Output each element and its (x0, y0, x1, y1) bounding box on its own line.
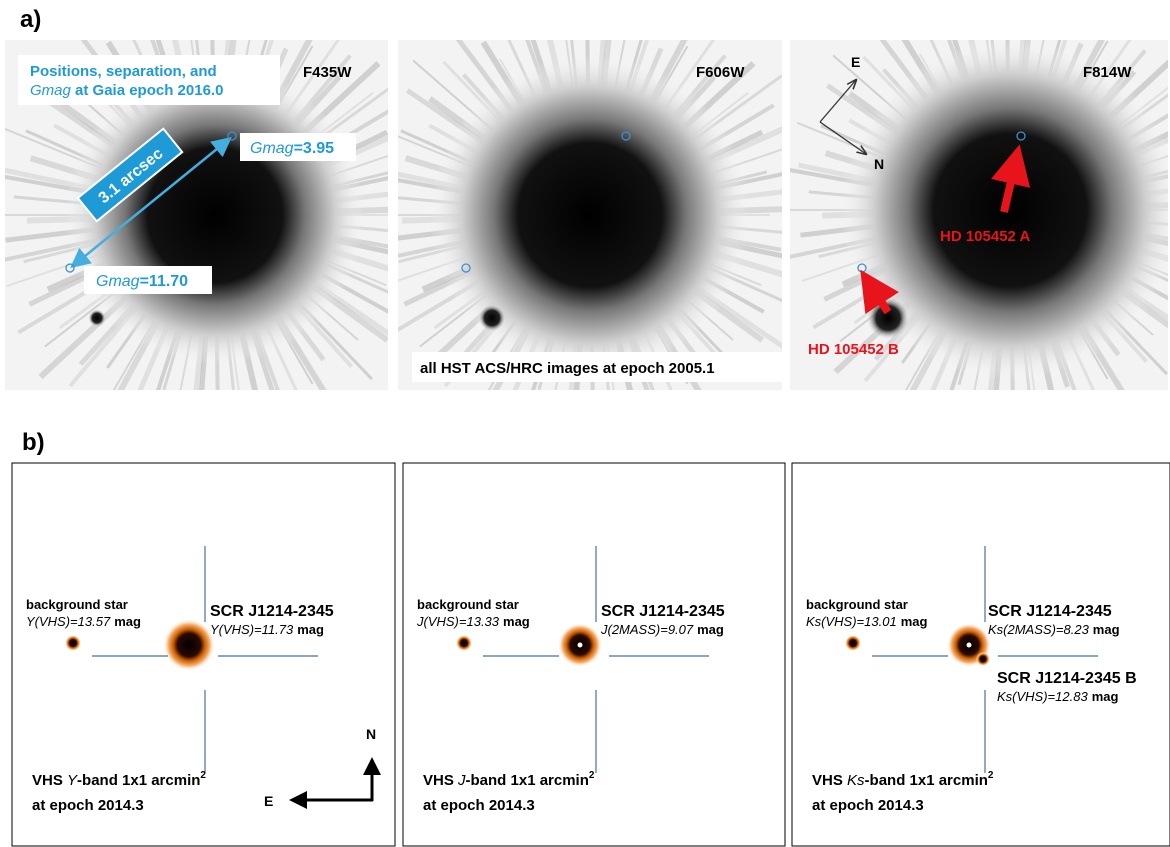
compass-east: E (851, 54, 860, 70)
text-part: Y (67, 772, 78, 789)
text-part: mag (503, 614, 530, 629)
text-part: Ks(2MASS)=8.23 (988, 622, 1090, 637)
companion-name: SCR J1214-2345 B (997, 670, 1137, 687)
image-f814w (790, 40, 1168, 390)
caption: VHS J-band 1x1 arcmin2 (423, 770, 595, 789)
text-part: at epoch 2014.3 (423, 797, 535, 814)
text-part: mag (1093, 622, 1120, 637)
star-b-label: HD 105452 B (808, 341, 899, 358)
background-label: background star (26, 597, 128, 612)
image-f606w (398, 40, 782, 390)
panel-label: a) (20, 6, 41, 33)
filter-label: F606W (696, 64, 745, 81)
text-part: SCR J1214-2345 (988, 603, 1112, 620)
text-part: VHS (812, 772, 847, 789)
caption: at epoch 2014.3 (423, 797, 535, 814)
companion-mag: Ks(VHS)=12.83 mag (997, 689, 1118, 704)
text-part: -band 1x1 arcmin (466, 772, 589, 789)
background-mag: J(VHS)=13.33 mag (416, 614, 530, 629)
target-name: SCR J1214-2345 (210, 603, 334, 620)
text-part: at epoch 2014.3 (812, 797, 924, 814)
text-part: SCR J1214-2345 (210, 603, 334, 620)
panel-label: b) (22, 429, 45, 456)
text-part: J (457, 772, 466, 789)
text-part: 2 (988, 770, 994, 781)
pointer-arrow (991, 144, 1031, 213)
separation-arrow (70, 136, 232, 269)
caption: at epoch 2014.3 (32, 797, 144, 814)
background-star (65, 635, 81, 651)
text-part: mag (1092, 689, 1119, 704)
star-a-label: HD 105452 A (940, 228, 1030, 245)
caption: VHS Ks-band 1x1 arcmin2 (812, 770, 994, 789)
filter-label: F814W (1083, 64, 1132, 81)
text-part: mag (901, 614, 928, 629)
background-mag: Y(VHS)=13.57 mag (26, 614, 141, 629)
text-part: Y(VHS)=13.57 (26, 614, 111, 629)
target-mag: Y(VHS)=11.73 mag (210, 622, 324, 637)
epoch-note: all HST ACS/HRC images at epoch 2005.1 (420, 360, 715, 377)
text-part: at epoch 2014.3 (32, 797, 144, 814)
mag-box (240, 133, 356, 161)
text-part: Y(VHS)=11.73 (210, 622, 294, 637)
core (966, 642, 972, 648)
text-part: mag (297, 622, 324, 637)
target-mag: Ks(2MASS)=8.23 mag (988, 622, 1120, 637)
compass-arrow (819, 121, 866, 154)
compass-arrow (819, 80, 856, 123)
target-star (163, 619, 215, 671)
compass-east: E (264, 793, 273, 809)
gaia-note: Positions, separation, and Gmag at Gaia e… (30, 63, 223, 99)
text-part: VHS (32, 772, 67, 789)
text-part: mag (697, 622, 724, 637)
target-name: SCR J1214-2345 (988, 603, 1112, 620)
epoch-box (412, 352, 782, 382)
text-part: background star (806, 597, 908, 612)
mag-b: Gmag=11.70 (96, 273, 188, 290)
text-part: -band 1x1 arcmin (77, 772, 200, 789)
text-part: Ks(VHS)=13.01 (806, 614, 897, 629)
text-part: J(VHS)=13.33 (416, 614, 500, 629)
text-part: Ks(VHS)=12.83 (997, 689, 1088, 704)
text-part: J(2MASS)=9.07 (600, 622, 694, 637)
filter-label: F435W (303, 64, 352, 81)
background-label: background star (806, 597, 908, 612)
caption: at epoch 2014.3 (812, 797, 924, 814)
pointer-arrow (860, 269, 899, 315)
caption: VHS Y-band 1x1 arcmin2 (32, 770, 206, 789)
core (577, 642, 583, 648)
target-mag: J(2MASS)=9.07 mag (600, 622, 724, 637)
compass-north: N (874, 156, 884, 172)
compass-north: N (366, 726, 376, 742)
target-name: SCR J1214-2345 (601, 603, 725, 620)
background-label: background star (417, 597, 519, 612)
mag-box (84, 266, 212, 294)
background-star (456, 635, 472, 651)
text-part: SCR J1214-2345 B (997, 670, 1137, 687)
mag-a: Gmag=3.95 (250, 140, 334, 157)
text-part: background star (26, 597, 128, 612)
text-part: 2 (200, 770, 206, 781)
text-part: -band 1x1 arcmin (865, 772, 988, 789)
text-part: 2 (589, 770, 595, 781)
text-part: Ks (847, 772, 865, 789)
companion-star (976, 652, 990, 666)
background-mag: Ks(VHS)=13.01 mag (806, 614, 927, 629)
text-part: SCR J1214-2345 (601, 603, 725, 620)
text-part: VHS (423, 772, 458, 789)
text-part: background star (417, 597, 519, 612)
text-part: mag (114, 614, 141, 629)
note-box (18, 55, 280, 105)
background-star (845, 635, 861, 651)
